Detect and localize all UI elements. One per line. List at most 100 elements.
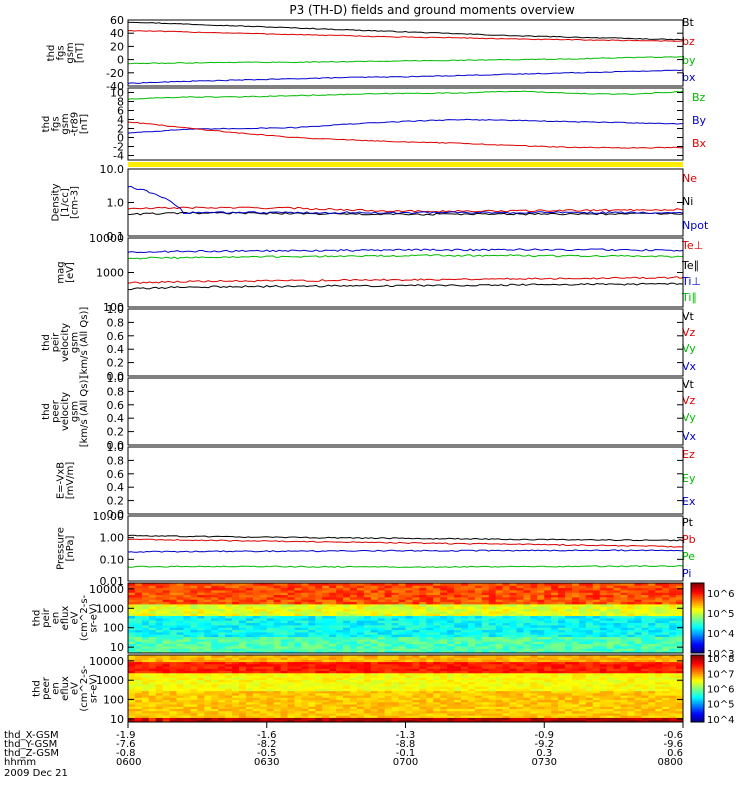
spectrogram-cell [301, 597, 309, 600]
spectrogram-cell [315, 690, 323, 694]
spectrogram-cell [558, 713, 566, 716]
spectrogram-cell [301, 708, 309, 712]
spectrogram-cell [329, 701, 337, 705]
spectrogram-cell [266, 684, 275, 687]
spectrogram-cell [294, 601, 302, 605]
spectrogram-cell [676, 585, 684, 589]
spectrogram-cell [343, 675, 351, 678]
spectrogram-cell [620, 684, 628, 687]
spectrogram-cell [183, 643, 191, 647]
spectrogram-cell [613, 613, 621, 617]
spectrogram-cell [169, 606, 177, 610]
spectrogram-cell [627, 618, 635, 621]
spectrogram-cell [537, 650, 545, 654]
spectrogram-cell [565, 699, 573, 703]
spectrogram-cell [315, 672, 323, 676]
spectrogram-cell [155, 655, 164, 658]
spectrogram-cell [627, 695, 635, 698]
spectrogram-cell [377, 710, 386, 714]
spectrogram-cell [322, 688, 330, 692]
spectrogram-cell [398, 708, 406, 712]
spectrogram-cell [363, 670, 372, 674]
spectrogram-cell [669, 601, 677, 605]
spectrogram-cell [440, 604, 448, 607]
spectrogram-cell [488, 666, 497, 669]
spectrogram-cell [509, 618, 517, 621]
spectrogram-cell [509, 594, 517, 598]
spectrogram-cell [148, 627, 157, 631]
spectrogram-cell [578, 677, 587, 680]
spectrogram-cell [162, 695, 171, 698]
spectrogram-cell [266, 672, 275, 676]
spectrogram-cell [440, 690, 448, 694]
spectrogram-cell [141, 704, 150, 707]
spectrogram-cell [322, 636, 330, 640]
spectrogram-cell [412, 708, 420, 712]
spectrogram-cell [356, 719, 365, 723]
spectrogram-cell [523, 686, 531, 689]
spectrogram-cell [578, 634, 587, 638]
spectrogram-cell [565, 639, 573, 642]
spectrogram-cell [308, 659, 316, 663]
spectrogram-cell [239, 708, 247, 712]
spectrogram-cell [516, 646, 524, 649]
spectrogram-cell [239, 634, 247, 638]
spectrogram-cell [440, 608, 448, 612]
spectrogram-cell [502, 699, 510, 703]
spectrogram-cell [329, 632, 337, 635]
spectrogram-cell [641, 641, 649, 645]
spectrogram-cell [315, 601, 323, 605]
spectrogram-cell [218, 679, 226, 683]
spectrogram-cell [384, 622, 393, 626]
spectrogram-cell [183, 684, 191, 687]
spectrogram-cell [211, 585, 219, 589]
spectrogram-cell [308, 681, 316, 685]
y-axis-label: [nPa] [65, 535, 76, 561]
spectrogram-cell [634, 695, 642, 698]
spectrogram-cell [648, 608, 656, 612]
legend-entry: Vz [682, 394, 696, 407]
spectrogram-cell [592, 636, 601, 640]
spectrogram-cell [329, 585, 337, 589]
spectrogram-cell [363, 608, 372, 612]
spectrogram-cell [488, 604, 497, 607]
spectrogram-cell [322, 686, 330, 689]
spectrogram-cell [585, 686, 594, 689]
spectrogram-cell [530, 632, 538, 635]
spectrogram-cell [669, 585, 677, 589]
spectrogram-cell [606, 606, 615, 610]
spectrogram-cell [273, 650, 282, 654]
spectrogram-cell [363, 715, 372, 718]
colorbar-swatch [691, 595, 704, 598]
spectrogram-cell [551, 697, 559, 701]
spectrogram-cell [516, 710, 524, 714]
spectrogram-cell [655, 699, 663, 703]
spectrogram-cell [356, 713, 365, 716]
spectrogram-cell [259, 585, 268, 589]
spectrogram-cell [440, 618, 448, 621]
legend-entry: Pb [682, 533, 696, 546]
spectrogram-cell [211, 618, 219, 621]
spectrogram-cell [426, 661, 434, 665]
spectrogram-cell [447, 701, 455, 705]
spectrogram-cell [467, 613, 476, 617]
spectrogram-cell [516, 661, 524, 665]
spectrogram-cell [620, 641, 628, 645]
spectrogram-cell [391, 708, 399, 712]
spectrogram-cell [398, 648, 406, 652]
spectrogram-cell [273, 659, 282, 663]
spectrogram-cell [273, 672, 282, 676]
spectrogram-cell [481, 636, 490, 640]
spectrogram-cell [495, 590, 504, 593]
spectrogram-cell [273, 622, 282, 626]
spectrogram-cell [405, 592, 413, 596]
spectrogram-cell [301, 706, 309, 709]
spectrogram-cell [225, 710, 233, 714]
spectrogram-cell [627, 601, 635, 605]
spectrogram-cell [565, 620, 573, 624]
spectrogram-cell [232, 699, 240, 703]
spectrogram-cell [509, 692, 517, 696]
spectrogram-cell [447, 670, 455, 674]
spectrogram-cell [211, 606, 219, 610]
spectrogram-cell [315, 587, 323, 591]
